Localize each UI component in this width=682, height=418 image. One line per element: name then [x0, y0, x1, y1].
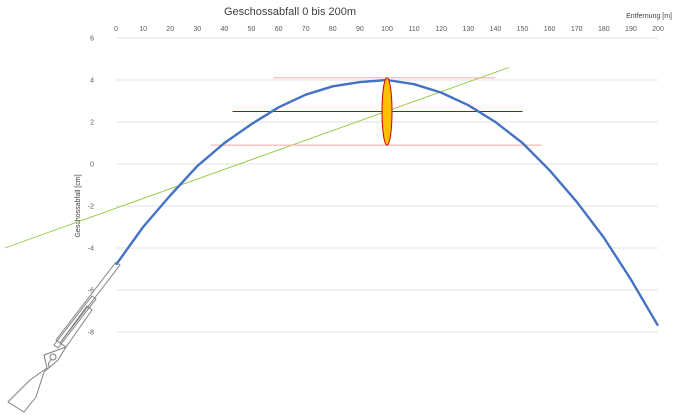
x-tick-label: 50: [248, 26, 256, 33]
x-tick-label: 170: [571, 26, 583, 33]
x-tick-label: 10: [139, 26, 147, 33]
x-tick-label: 60: [275, 26, 283, 33]
x-tick-label: 70: [302, 26, 310, 33]
x-tick-labels: 0 10 20 30 40 50 60 70 80 90 100 110 120 130 140 150 160…: [114, 26, 664, 33]
x-tick-label: 30: [193, 26, 201, 33]
y-tick-label: 2: [90, 120, 94, 127]
x-tick-label: 160: [544, 26, 556, 33]
x-tick-label: 90: [356, 26, 364, 33]
x-tick-label: 190: [625, 26, 637, 33]
x-tick-label: 180: [598, 26, 610, 33]
x-axis-label: Entfernung [m]: [626, 13, 672, 20]
target-marker: [381, 77, 393, 146]
rifle-icon: [7, 261, 121, 413]
sight-line: [4, 66, 510, 249]
target-ellipse: [381, 77, 393, 146]
x-tick-label: 40: [221, 26, 229, 33]
y-tick-label: -8: [88, 330, 94, 337]
x-tick-label: 200: [652, 26, 664, 33]
y-tick-label: -4: [88, 246, 94, 253]
reference-lines: [4, 66, 542, 249]
x-tick-label: 120: [435, 26, 447, 33]
y-tick-label: -6: [88, 288, 94, 295]
x-tick-label: 0: [114, 26, 118, 33]
y-tick-label: 6: [90, 36, 94, 43]
y-tick-label: -2: [88, 204, 94, 211]
x-tick-label: 150: [517, 26, 529, 33]
x-tick-label: 20: [166, 26, 174, 33]
y-tick-label: 4: [90, 78, 94, 85]
y-tick-label: 0: [90, 162, 94, 169]
x-tick-label: 130: [462, 26, 474, 33]
x-tick-label: 100: [381, 26, 393, 33]
chart-title: Geschossabfall 0 bis 200m: [224, 6, 356, 18]
x-tick-label: 140: [490, 26, 502, 33]
y-axis-label: Geschossabfall [cm]: [75, 174, 82, 237]
x-tick-label: 80: [329, 26, 337, 33]
x-tick-label: 110: [409, 26, 420, 33]
y-tick-labels: 6 4 2 0 -2 -4 -6 -8: [88, 36, 94, 337]
